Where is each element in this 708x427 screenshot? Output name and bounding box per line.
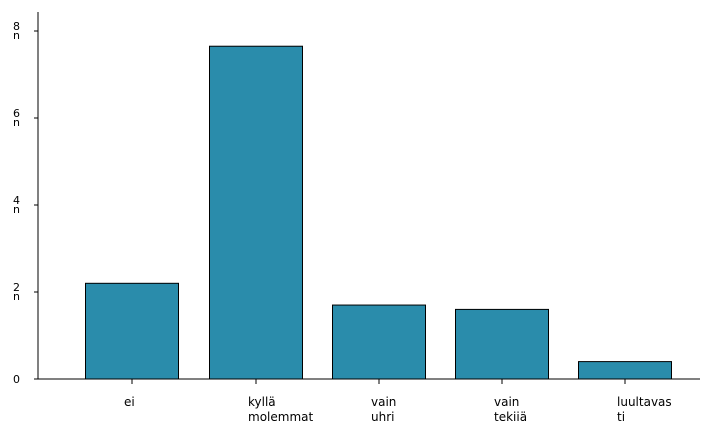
- bar-3: [455, 308, 549, 380]
- bar-4: [578, 361, 672, 380]
- x-tick-label: vain tekiiä: [494, 395, 527, 424]
- bar-0: [85, 282, 179, 380]
- bars-layer: [85, 45, 672, 380]
- bar-2: [332, 304, 426, 380]
- x-tick-label: ei: [124, 395, 135, 409]
- x-tick-label: luultavas ti: [617, 395, 672, 424]
- x-tick-label: kyllä molemmat: [248, 395, 313, 424]
- x-tick-labels: ei kyllä molemmat vain uhri vain tekiiä luultav…: [124, 379, 672, 424]
- axes-layer: [37, 12, 700, 380]
- y-tick-label: 0: [13, 373, 20, 386]
- x-tick-label: vain uhri: [371, 395, 396, 424]
- bar-1: [209, 45, 303, 380]
- y-ticks: 0 2 n 4 n 6 n 8 n: [13, 20, 38, 386]
